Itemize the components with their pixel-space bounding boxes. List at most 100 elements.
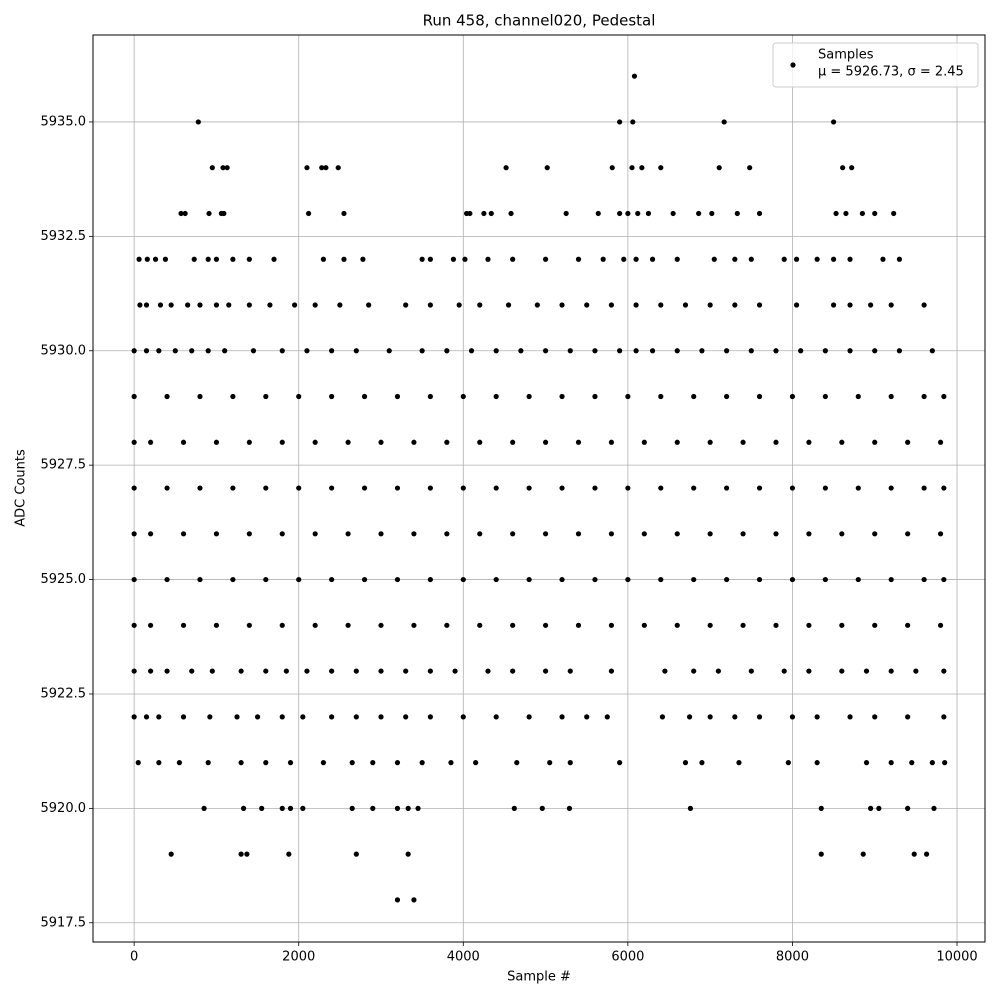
point xyxy=(246,439,252,445)
point xyxy=(234,714,240,720)
point xyxy=(814,256,820,262)
point xyxy=(209,165,215,171)
y-tick-label: 5935.0 xyxy=(41,114,87,129)
point xyxy=(238,668,244,674)
point xyxy=(230,485,236,491)
point xyxy=(658,302,664,308)
point xyxy=(847,302,853,308)
point xyxy=(213,256,220,262)
point xyxy=(740,531,746,537)
point xyxy=(937,439,944,445)
point xyxy=(427,302,433,308)
point xyxy=(143,348,150,354)
point xyxy=(639,165,645,171)
point xyxy=(263,668,269,674)
point xyxy=(822,393,828,400)
point xyxy=(872,714,878,720)
point xyxy=(658,165,664,171)
point xyxy=(493,348,499,354)
point xyxy=(518,348,524,354)
point xyxy=(575,622,582,628)
point xyxy=(658,485,664,491)
point xyxy=(691,668,697,674)
point xyxy=(136,256,142,262)
point xyxy=(806,668,812,674)
point xyxy=(168,302,174,308)
point xyxy=(732,302,738,308)
point xyxy=(773,622,779,628)
point xyxy=(748,668,754,674)
point xyxy=(345,622,351,628)
point xyxy=(674,622,680,628)
point xyxy=(267,302,273,308)
point xyxy=(353,348,359,354)
point xyxy=(427,485,433,491)
point xyxy=(806,531,812,537)
point xyxy=(748,348,754,354)
point xyxy=(195,119,201,125)
point xyxy=(162,256,169,262)
point xyxy=(279,622,285,628)
point xyxy=(793,256,800,262)
point xyxy=(250,348,257,354)
x-axis-label: Sample # xyxy=(507,970,571,985)
point xyxy=(621,256,627,262)
point xyxy=(238,760,244,766)
point xyxy=(189,668,195,674)
point xyxy=(625,210,631,217)
point xyxy=(756,576,763,583)
point xyxy=(617,119,623,125)
point xyxy=(493,576,499,583)
point xyxy=(493,485,499,491)
point xyxy=(942,760,948,766)
point xyxy=(493,393,499,400)
point xyxy=(205,760,211,766)
point xyxy=(205,348,211,354)
point xyxy=(296,485,302,491)
point xyxy=(378,668,384,674)
point xyxy=(287,760,294,766)
point xyxy=(131,714,137,720)
point xyxy=(691,576,697,583)
point xyxy=(510,256,516,262)
point xyxy=(182,210,188,217)
point xyxy=(818,805,824,811)
point xyxy=(789,714,796,720)
point xyxy=(724,348,730,354)
point xyxy=(477,531,483,537)
point xyxy=(567,668,573,674)
x-tick-label: 10000 xyxy=(936,950,977,965)
point xyxy=(544,165,550,171)
point xyxy=(839,439,845,445)
point xyxy=(394,393,401,400)
point xyxy=(131,622,137,628)
point xyxy=(427,668,433,674)
point xyxy=(721,119,727,125)
point xyxy=(798,348,804,354)
point xyxy=(707,302,713,308)
point xyxy=(349,805,355,811)
point xyxy=(789,393,796,400)
point xyxy=(748,256,754,262)
point xyxy=(452,668,458,674)
point xyxy=(847,348,853,354)
point xyxy=(567,760,573,766)
point xyxy=(747,165,753,171)
point xyxy=(641,439,647,445)
point xyxy=(905,714,911,720)
point xyxy=(279,439,285,445)
point xyxy=(888,760,894,766)
point xyxy=(830,119,837,125)
point xyxy=(292,302,298,308)
point xyxy=(405,805,411,811)
point xyxy=(736,760,742,766)
point xyxy=(734,210,740,217)
point xyxy=(822,576,828,583)
point xyxy=(213,531,220,537)
point xyxy=(180,531,187,537)
point xyxy=(876,805,882,811)
point xyxy=(205,256,211,262)
point xyxy=(818,851,824,857)
point xyxy=(526,485,532,491)
point xyxy=(539,805,545,811)
